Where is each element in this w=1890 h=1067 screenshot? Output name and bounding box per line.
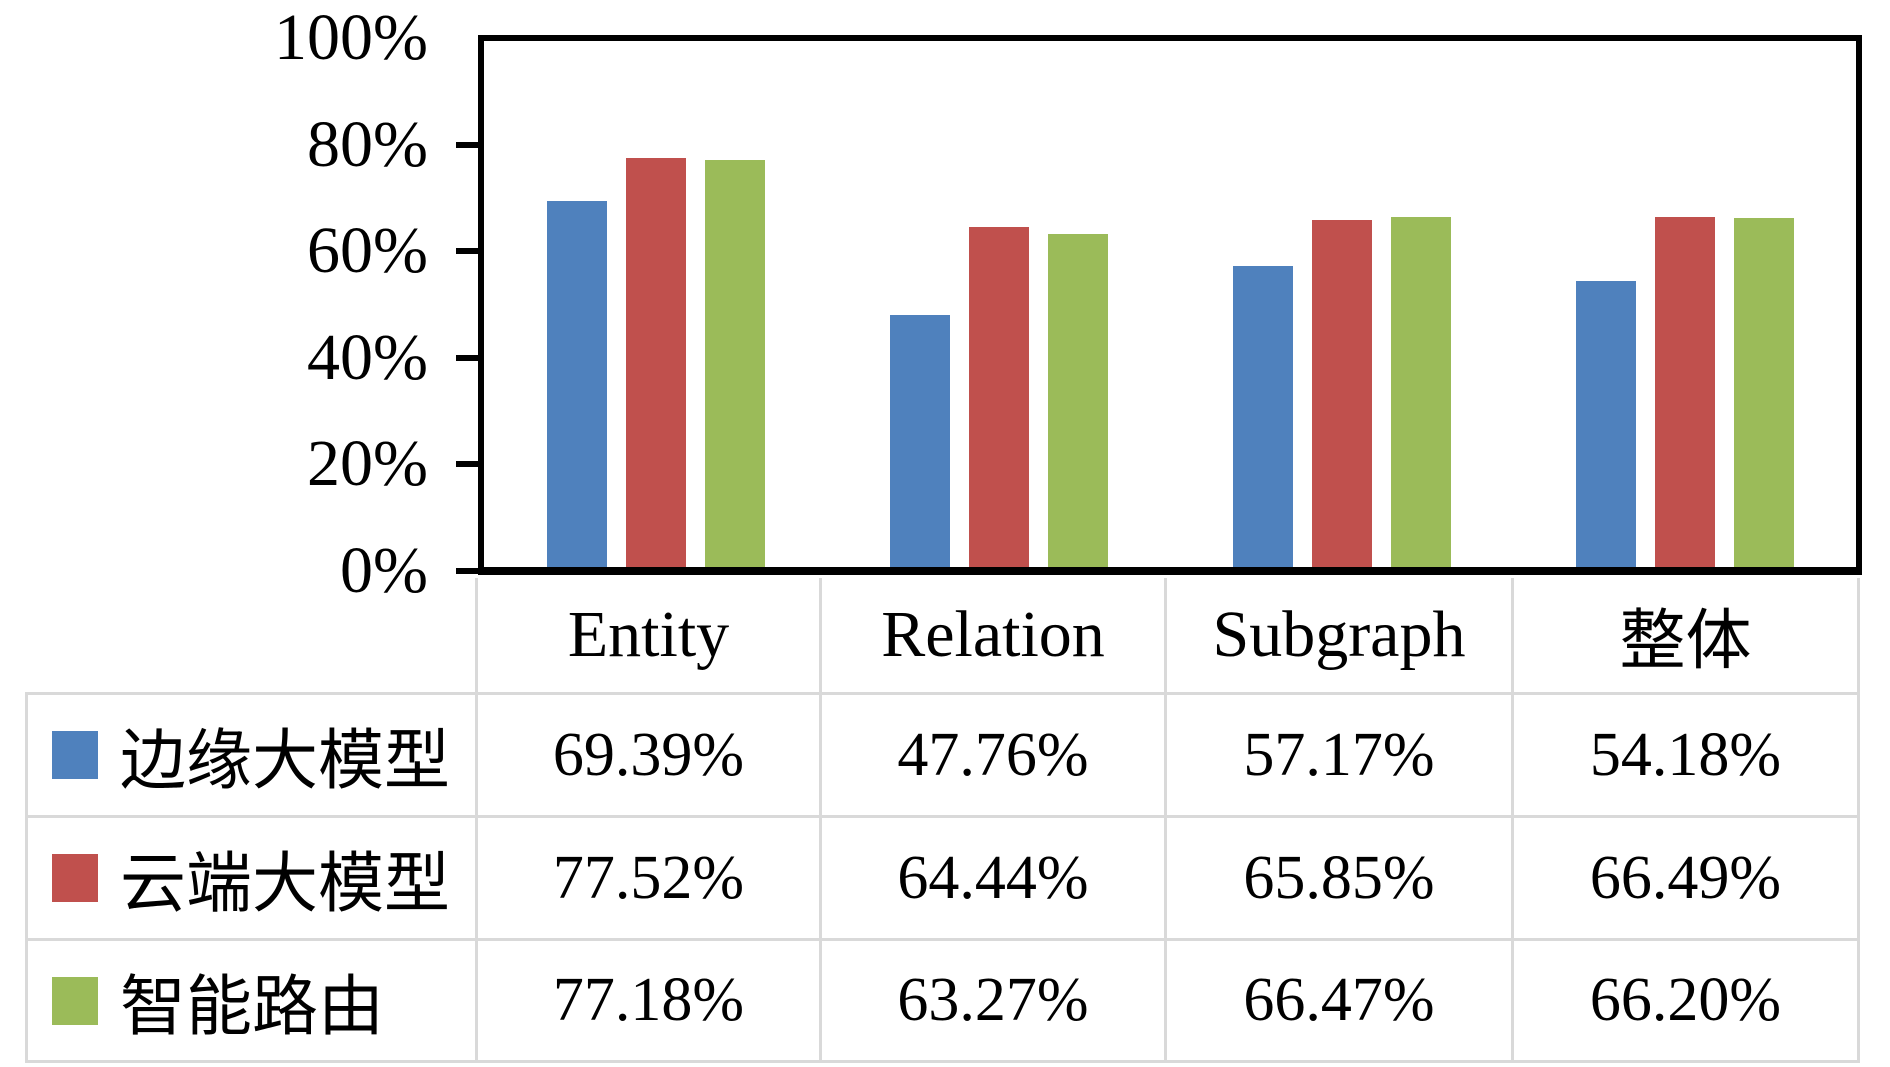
legend-cell: 边缘大模型 [25, 695, 478, 818]
y-axis-tick [456, 141, 478, 148]
category-header: Entity [478, 578, 822, 695]
bar-s1-c4 [1575, 281, 1636, 567]
value-cell: 64.44% [822, 818, 1167, 941]
plot-area [478, 35, 1862, 575]
value-cell: 66.47% [1167, 941, 1514, 1063]
bar-s1-c3 [1232, 265, 1293, 567]
value-cell: 63.27% [822, 941, 1167, 1063]
bar-s2-c2 [968, 227, 1029, 567]
bar-s3-c3 [1390, 216, 1451, 567]
y-axis-label: 40% [307, 320, 428, 394]
table-corner-empty [25, 578, 478, 695]
bar-s2-c4 [1654, 216, 1715, 567]
y-axis-tick [456, 354, 478, 361]
legend-swatch [52, 976, 98, 1025]
legend-series-name: 智能路由 [120, 970, 384, 1044]
bar-s2-c1 [625, 158, 686, 567]
value-cell: 47.76% [822, 695, 1167, 818]
y-axis-tick [456, 248, 478, 255]
value-cell: 77.52% [478, 818, 822, 941]
bar-s1-c2 [889, 315, 950, 567]
value-cell: 69.39% [478, 695, 822, 818]
category-header: Subgraph [1167, 578, 1514, 695]
bar-s3-c1 [704, 160, 765, 567]
bar-s2-c3 [1311, 219, 1372, 567]
y-axis-label: 0% [340, 534, 428, 607]
legend-swatch [52, 731, 98, 779]
bar-s3-c2 [1047, 233, 1108, 567]
value-cell: 54.18% [1514, 695, 1860, 818]
legend-series-name: 云端大模型 [120, 848, 450, 921]
category-header: Relation [822, 578, 1167, 695]
value-cell: 65.85% [1167, 818, 1514, 941]
legend-series-name: 边缘大模型 [120, 725, 450, 798]
legend-cell: 智能路由 [25, 941, 478, 1063]
value-cell: 66.49% [1514, 818, 1860, 941]
legend-cell: 云端大模型 [25, 818, 478, 941]
y-axis-label: 80% [307, 107, 428, 181]
y-axis-tick [456, 461, 478, 468]
bar-s3-c4 [1733, 218, 1794, 567]
data-table: Entity Relation Subgraph 整体边缘大模型 69.39% 47.76… [25, 578, 1860, 1063]
value-cell: 77.18% [478, 941, 822, 1063]
y-axis-label: 100% [274, 1, 428, 74]
legend-swatch [52, 854, 98, 902]
category-header: 整体 [1514, 578, 1860, 695]
bar-s1-c1 [546, 201, 607, 567]
y-axis-label: 20% [307, 427, 428, 501]
y-axis-label: 60% [307, 214, 428, 288]
y-axis-tick [456, 568, 478, 574]
value-cell: 57.17% [1167, 695, 1514, 818]
value-cell: 66.20% [1514, 941, 1860, 1063]
